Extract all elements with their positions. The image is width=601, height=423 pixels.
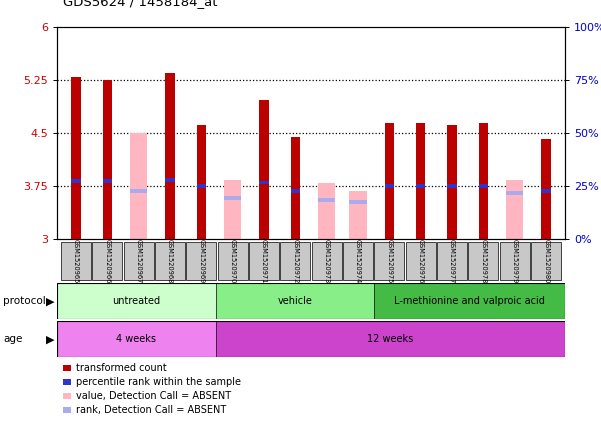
Bar: [130, 133, 147, 239]
Bar: [343, 242, 373, 280]
Bar: [165, 178, 175, 181]
Bar: [259, 100, 269, 239]
Text: GSM1520974: GSM1520974: [355, 239, 361, 283]
Text: GSM1520973: GSM1520973: [324, 239, 330, 283]
Bar: [542, 190, 551, 193]
Bar: [318, 198, 335, 202]
Bar: [216, 321, 565, 357]
Bar: [103, 179, 112, 183]
Bar: [416, 184, 426, 188]
Text: percentile rank within the sample: percentile rank within the sample: [76, 377, 241, 387]
Text: GSM1520971: GSM1520971: [261, 239, 267, 283]
Text: GSM1520967: GSM1520967: [136, 239, 142, 283]
Bar: [542, 139, 551, 239]
Text: vehicle: vehicle: [278, 297, 313, 306]
Text: GDS5624 / 1458184_at: GDS5624 / 1458184_at: [63, 0, 218, 8]
Text: protocol: protocol: [3, 297, 46, 306]
Bar: [479, 123, 488, 239]
Bar: [500, 242, 530, 280]
Bar: [280, 242, 310, 280]
Text: GSM1520976: GSM1520976: [418, 239, 424, 283]
Bar: [385, 184, 394, 188]
Bar: [479, 184, 488, 188]
Text: untreated: untreated: [112, 297, 160, 306]
Bar: [57, 321, 216, 357]
Text: GSM1520980: GSM1520980: [543, 239, 549, 283]
Bar: [506, 180, 523, 239]
Bar: [130, 189, 147, 193]
Bar: [291, 137, 300, 239]
Text: GSM1520978: GSM1520978: [480, 239, 486, 283]
Bar: [374, 242, 404, 280]
Bar: [224, 180, 241, 239]
Bar: [216, 283, 374, 319]
Bar: [259, 181, 269, 184]
Text: 4 weeks: 4 weeks: [117, 335, 156, 344]
Bar: [531, 242, 561, 280]
Text: transformed count: transformed count: [76, 363, 166, 373]
Bar: [103, 80, 112, 239]
Bar: [437, 242, 467, 280]
Text: 12 weeks: 12 weeks: [367, 335, 413, 344]
Bar: [224, 196, 241, 200]
Bar: [71, 179, 81, 183]
Text: GSM1520970: GSM1520970: [230, 239, 236, 283]
Bar: [155, 242, 185, 280]
Bar: [197, 125, 206, 239]
Text: L-methionine and valproic acid: L-methionine and valproic acid: [394, 297, 545, 306]
Bar: [249, 242, 279, 280]
Bar: [506, 191, 523, 195]
Bar: [165, 73, 175, 239]
Bar: [447, 125, 457, 239]
Text: rank, Detection Call = ABSENT: rank, Detection Call = ABSENT: [76, 405, 226, 415]
Text: GSM1520966: GSM1520966: [104, 239, 110, 283]
Bar: [385, 123, 394, 239]
Bar: [374, 283, 565, 319]
Bar: [57, 283, 216, 319]
Bar: [61, 242, 91, 280]
Bar: [291, 190, 300, 193]
Bar: [312, 242, 342, 280]
Text: GSM1520965: GSM1520965: [73, 239, 79, 283]
Bar: [416, 123, 426, 239]
Text: GSM1520968: GSM1520968: [167, 239, 173, 283]
Bar: [468, 242, 498, 280]
Text: GSM1520979: GSM1520979: [512, 239, 518, 283]
Bar: [349, 191, 367, 239]
Text: ▶: ▶: [46, 335, 54, 344]
Bar: [218, 242, 248, 280]
Text: GSM1520969: GSM1520969: [198, 239, 204, 283]
Text: GSM1520975: GSM1520975: [386, 239, 392, 283]
Bar: [318, 183, 335, 239]
Bar: [349, 200, 367, 204]
Text: GSM1520977: GSM1520977: [449, 239, 455, 283]
Bar: [92, 242, 122, 280]
Bar: [447, 184, 457, 188]
Bar: [71, 77, 81, 239]
Bar: [124, 242, 154, 280]
Text: age: age: [3, 335, 22, 344]
Bar: [186, 242, 216, 280]
Text: value, Detection Call = ABSENT: value, Detection Call = ABSENT: [76, 391, 231, 401]
Bar: [197, 184, 206, 188]
Text: ▶: ▶: [46, 297, 54, 306]
Bar: [406, 242, 436, 280]
Text: GSM1520972: GSM1520972: [292, 239, 298, 283]
